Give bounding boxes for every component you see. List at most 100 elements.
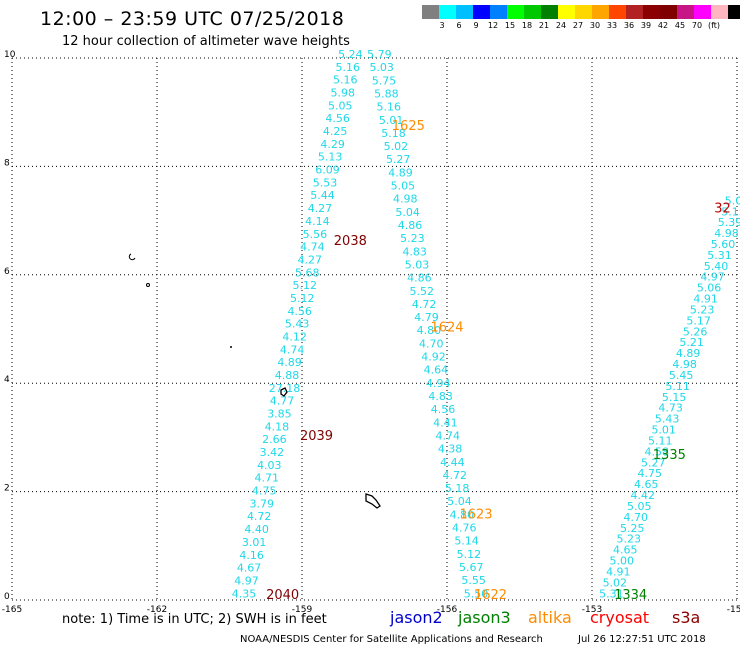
wave-height-value: 5.67: [459, 561, 484, 574]
wave-height-value: 5.13: [318, 151, 343, 164]
y-tick-label: 8: [4, 158, 10, 168]
wave-height-value: 5.14: [454, 535, 479, 548]
pass-time-label: 1625: [392, 119, 425, 134]
color-scale-cell: [558, 5, 575, 19]
wave-height-value: 4.03: [257, 459, 282, 472]
wave-height-value: 5.40: [704, 260, 729, 273]
wave-height-value: 4.86: [407, 272, 432, 285]
wave-height-value: 3.79: [249, 497, 274, 510]
color-scale-cell: [456, 5, 473, 19]
wave-height-value: 4.56: [287, 305, 312, 318]
wave-height-value: 4.74: [435, 429, 460, 442]
pass-time-label: 1624: [430, 321, 463, 336]
color-scale-label: 9: [473, 21, 479, 30]
wave-height-value: 5.79: [367, 48, 392, 61]
color-scale-cell: [609, 5, 626, 19]
island-shape: [365, 493, 381, 509]
wave-height-value: 4.41: [433, 416, 458, 429]
x-tick-label: -153: [582, 605, 602, 615]
wave-height-value: 4.75: [637, 467, 662, 480]
wave-height-value: 5.39: [718, 216, 740, 229]
wave-height-value: 4.72: [443, 469, 468, 482]
color-scale-cell: [660, 5, 677, 19]
wave-height-value: 5.27: [641, 456, 666, 469]
wave-height-value: 5.12: [293, 279, 318, 292]
pass-time-label: 1335: [653, 448, 686, 463]
color-scale-label: 6: [456, 21, 462, 30]
wave-height-value: 4.25: [323, 125, 348, 138]
wave-height-value: 4.42: [631, 489, 656, 502]
wave-height-value: 5.68: [295, 266, 320, 279]
wave-height-value: 5.16: [336, 61, 361, 74]
wave-height-value: 4.58: [644, 445, 669, 458]
island-shape: [230, 346, 232, 348]
color-scale-cell: [643, 5, 660, 19]
wave-height-value: 5.02: [603, 576, 628, 589]
wave-height-value: 4.70: [419, 337, 444, 350]
wave-height-value: 5.52: [410, 285, 435, 298]
color-scale-label: 24: [555, 21, 567, 30]
wave-height-value: 5.05: [627, 500, 652, 513]
pass-time-label: 1622: [474, 588, 507, 603]
pass-time-label: 2039: [300, 429, 333, 444]
wave-height-value: 5.15: [721, 205, 740, 218]
wave-height-value: 5.21: [679, 336, 704, 349]
wave-height-value: 5.56: [303, 228, 328, 241]
wave-height-value: 4.80: [417, 324, 442, 337]
pass-time-label: 2038: [334, 234, 367, 249]
wave-height-value: 5.01: [379, 114, 404, 127]
wave-height-value: 5.43: [655, 413, 680, 426]
color-scale-cell: [592, 5, 609, 19]
color-scale-label: 18: [521, 21, 533, 30]
wave-height-value: 5.11: [665, 380, 690, 393]
color-scale-cell: [694, 5, 711, 19]
color-scale-cell: [507, 5, 524, 19]
wave-height-value: 4.97: [234, 574, 259, 587]
legend-jason3: jason3: [458, 608, 511, 627]
wave-height-value: 4.64: [424, 364, 449, 377]
wave-height-value: 5.00: [610, 555, 635, 568]
color-scale-label: 42: [657, 21, 669, 30]
wave-height-value: 5.16: [377, 101, 402, 114]
wave-height-value: 4.98: [393, 193, 418, 206]
wave-height-value: 5.05: [328, 99, 353, 112]
color-scale-label: 30: [589, 21, 601, 30]
x-tick-label: -159: [292, 605, 313, 615]
wave-height-value: 5.03: [405, 258, 430, 271]
wave-height-value: 4.76: [452, 522, 477, 535]
color-scale-cell: [575, 5, 592, 19]
color-scale-label: 27: [572, 21, 584, 30]
wave-height-value: 4.94: [426, 377, 451, 390]
wave-height-value: 5.98: [330, 87, 355, 100]
wave-height-value: 5.12: [457, 548, 482, 561]
wave-height-value: 6.09: [315, 164, 340, 177]
wave-height-value: 5.55: [461, 574, 486, 587]
color-scale-cell: [524, 5, 541, 19]
island-shape: [280, 387, 288, 397]
wave-height-value: 4.91: [606, 565, 631, 578]
wave-height-value: 5.44: [310, 189, 335, 202]
wave-height-value: 4.29: [320, 138, 345, 151]
color-scale-cell: [541, 5, 558, 19]
y-tick-label: 2: [4, 484, 10, 494]
wave-height-value: 5.26: [683, 325, 708, 338]
wave-height-value: 4.79: [414, 311, 439, 324]
wave-height-value: 4.89: [676, 347, 701, 360]
wave-height-value: 4.71: [255, 472, 280, 485]
legend-cryosat: cryosat: [590, 608, 650, 627]
wave-height-value: 4.67: [237, 562, 262, 575]
generation-timestamp: Jul 26 12:27:51 UTC 2018: [578, 634, 706, 645]
wave-height-value: 4.35: [232, 587, 257, 600]
wave-height-value: 4.12: [282, 330, 307, 343]
color-scale-label: 36: [623, 21, 635, 30]
y-tick-label: 4: [4, 375, 10, 385]
wave-height-value: 4.56: [325, 112, 350, 125]
color-scale-label: (ft): [707, 21, 721, 30]
wave-height-value: 4.44: [440, 456, 465, 469]
wave-height-value: 5.03: [369, 61, 394, 74]
wave-height-value: 5.04: [395, 206, 420, 219]
wave-height-value: 5.05: [391, 180, 416, 193]
wave-height-value: 4.16: [239, 549, 264, 562]
color-scale-cell: [728, 5, 740, 19]
wave-height-value: 4.89: [277, 356, 302, 369]
